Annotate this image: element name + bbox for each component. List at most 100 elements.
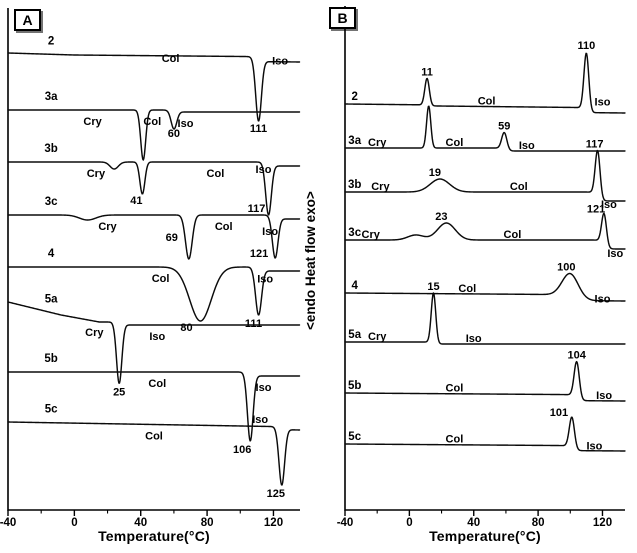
phase-label: Cry bbox=[85, 327, 104, 339]
trace-id-label-3b: 3b bbox=[44, 143, 57, 155]
trace-id-label-2: 2 bbox=[48, 35, 54, 47]
tick-label: 0 bbox=[71, 517, 77, 529]
peak-temp-label: 100 bbox=[557, 262, 575, 274]
phase-label: Iso bbox=[256, 164, 272, 176]
trace-id-label-2: 2 bbox=[351, 91, 357, 103]
tick-label: -40 bbox=[0, 517, 16, 529]
peak-temp-label: 19 bbox=[429, 167, 441, 179]
trace-id-label-5c: 5c bbox=[348, 431, 361, 443]
peak-temp-label: 69 bbox=[166, 232, 178, 244]
dsc-trace-B-2 bbox=[344, 52, 626, 114]
phase-label: Col bbox=[446, 434, 464, 446]
phase-label: Cry bbox=[87, 168, 106, 180]
phase-label: Col bbox=[152, 273, 170, 285]
dsc-trace-A-3b bbox=[7, 161, 301, 216]
trace-id-label-3b: 3b bbox=[348, 179, 361, 191]
phase-label: Col bbox=[510, 181, 528, 193]
dsc-trace-A-3c bbox=[7, 214, 301, 260]
peak-temp-label: 80 bbox=[180, 322, 192, 334]
phase-label: Cry bbox=[98, 221, 117, 233]
phase-label: Cry bbox=[362, 229, 381, 241]
dsc-trace-B-3b bbox=[344, 149, 626, 202]
y-axis-title: <endo Heat flow exo> bbox=[303, 191, 318, 331]
tick-label: -40 bbox=[337, 517, 354, 529]
phase-label: Col bbox=[145, 430, 163, 442]
phase-label: Col bbox=[207, 168, 225, 180]
phase-label: Cry bbox=[368, 331, 387, 343]
tick-label: 40 bbox=[134, 517, 147, 529]
trace-id-label-5b: 5b bbox=[44, 353, 57, 365]
peak-temp-label: 11 bbox=[421, 66, 433, 78]
peak-temp-label: 117 bbox=[586, 138, 604, 150]
dsc-trace-B-5c bbox=[344, 416, 626, 452]
panel-a-label: A bbox=[14, 9, 41, 31]
dsc-trace-B-5b bbox=[344, 360, 626, 402]
tick-label: 120 bbox=[264, 517, 283, 529]
trace-id-label-5b: 5b bbox=[348, 380, 361, 392]
phase-label: Col bbox=[215, 221, 233, 233]
dsc-trace-B-3a bbox=[344, 105, 626, 152]
x-axis-title-b: Temperature(°C) bbox=[429, 528, 541, 544]
dsc-trace-A-4 bbox=[7, 266, 301, 322]
peak-temp-label: 41 bbox=[130, 195, 142, 207]
peak-temp-label: 101 bbox=[550, 407, 568, 419]
trace-id-label-5a: 5a bbox=[348, 329, 361, 341]
phase-label: Iso bbox=[272, 56, 288, 68]
dsc-trace-B-4 bbox=[344, 272, 626, 302]
peak-temp-label: 111 bbox=[245, 318, 262, 330]
trace-id-label-3c: 3c bbox=[348, 227, 361, 239]
phase-label: Iso bbox=[607, 248, 623, 260]
phase-label: Iso bbox=[596, 390, 612, 402]
peak-temp-label: 59 bbox=[498, 120, 510, 132]
tick-label: 120 bbox=[593, 517, 612, 529]
dsc-trace-A-5a bbox=[7, 301, 301, 384]
tick-label: 80 bbox=[201, 517, 214, 529]
peak-temp-label: 110 bbox=[578, 40, 596, 52]
peak-temp-label: 121 bbox=[250, 248, 268, 260]
dsc-trace-A-2 bbox=[7, 52, 301, 122]
phase-label: Iso bbox=[601, 199, 617, 211]
phase-label: Col bbox=[143, 116, 161, 128]
phase-label: Iso bbox=[178, 118, 194, 130]
phase-label: Iso bbox=[595, 97, 611, 109]
phase-label: Cry bbox=[368, 137, 387, 149]
phase-label: Iso bbox=[262, 226, 278, 238]
peak-temp-label: 104 bbox=[568, 350, 587, 362]
dsc-trace-A-5c bbox=[7, 421, 301, 486]
peak-temp-label: 23 bbox=[435, 211, 447, 223]
phase-label: Iso bbox=[519, 140, 535, 152]
phase-label: Iso bbox=[252, 414, 268, 426]
x-axis-title-a: Temperature(°C) bbox=[98, 528, 210, 544]
peak-temp-label: 106 bbox=[233, 444, 251, 456]
dsc-trace-B-5a bbox=[344, 292, 626, 345]
trace-id-label-5a: 5a bbox=[45, 294, 58, 306]
dsc-trace-B-3c bbox=[344, 212, 626, 250]
phase-label: Col bbox=[162, 53, 180, 65]
peak-temp-label: 25 bbox=[113, 386, 125, 398]
trace-id-label-4: 4 bbox=[351, 280, 358, 292]
peak-temp-label: 15 bbox=[427, 281, 439, 293]
phase-label: Col bbox=[446, 383, 464, 395]
phase-label: Iso bbox=[466, 333, 482, 345]
phase-label: Col bbox=[478, 95, 496, 107]
phase-label: Iso bbox=[586, 441, 602, 453]
tick-label: 40 bbox=[467, 517, 480, 529]
trace-id-label-5c: 5c bbox=[45, 404, 58, 416]
peak-temp-label: 117 bbox=[248, 203, 266, 215]
peak-temp-label: 125 bbox=[267, 488, 285, 500]
peak-temp-label: 60 bbox=[168, 128, 180, 140]
trace-id-label-3a: 3a bbox=[45, 91, 58, 103]
phase-label: Iso bbox=[256, 382, 272, 394]
phase-label: Col bbox=[148, 378, 166, 390]
dsc-trace-A-5b bbox=[7, 371, 301, 442]
tick-label: 0 bbox=[406, 517, 412, 529]
dsc-trace-A-3a bbox=[7, 109, 301, 161]
phase-label: Iso bbox=[257, 274, 273, 286]
phase-label: Iso bbox=[595, 294, 611, 306]
peak-temp-label: 111 bbox=[250, 123, 267, 135]
phase-label: Iso bbox=[149, 331, 165, 343]
trace-id-label-4: 4 bbox=[48, 248, 55, 260]
peak-temp-label: 121 bbox=[587, 203, 605, 215]
